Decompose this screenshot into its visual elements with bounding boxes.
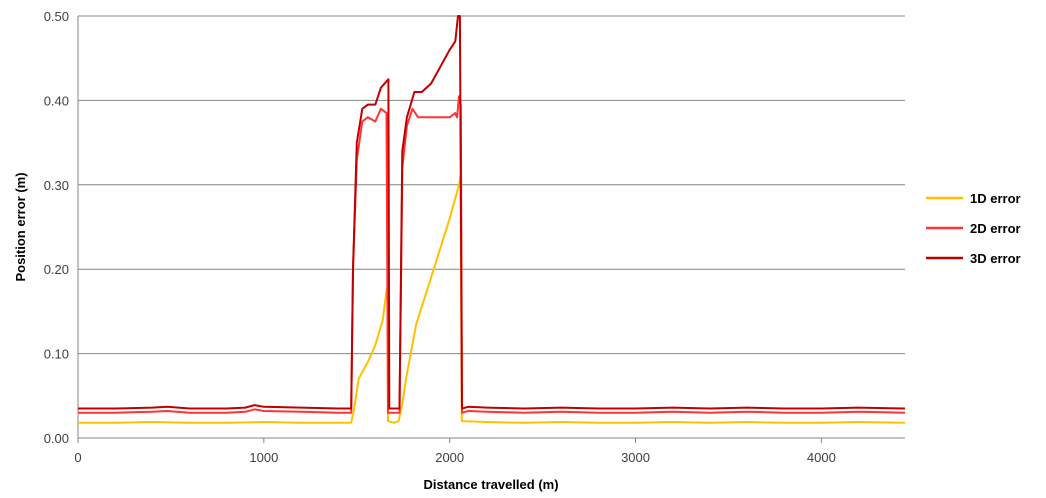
y-tick-label: 0.20 — [44, 262, 69, 277]
legend-label: 2D error — [970, 221, 1021, 236]
y-tick-label: 0.30 — [44, 178, 69, 193]
y-tick-labels: 0.00 0.10 0.20 0.30 0.40 0.50 — [44, 9, 69, 446]
series-lines — [78, 15, 906, 424]
x-tick-labels: 0 1000 2000 3000 4000 — [74, 438, 836, 465]
series-line-3 — [78, 15, 906, 410]
gridlines — [78, 15, 905, 355]
series-line-2 — [78, 95, 906, 414]
x-tick-label: 2000 — [435, 450, 464, 465]
x-tick-label: 3000 — [621, 450, 650, 465]
y-axis-label: Position error (m) — [13, 172, 28, 281]
y-tick-label: 0.10 — [44, 347, 69, 362]
legend-label: 3D error — [970, 251, 1021, 266]
legend: 1D error 2D error 3D error — [926, 191, 1021, 266]
x-tick-label: 4000 — [807, 450, 836, 465]
x-tick-label: 0 — [74, 450, 81, 465]
y-tick-label: 0.40 — [44, 93, 69, 108]
y-tick-label: 0.00 — [44, 431, 69, 446]
series-line-1 — [78, 175, 906, 424]
legend-label: 1D error — [970, 191, 1021, 206]
axes — [77, 16, 905, 439]
y-tick-label: 0.50 — [44, 9, 69, 24]
x-axis-label: Distance travelled (m) — [423, 477, 558, 492]
x-tick-label: 1000 — [249, 450, 278, 465]
